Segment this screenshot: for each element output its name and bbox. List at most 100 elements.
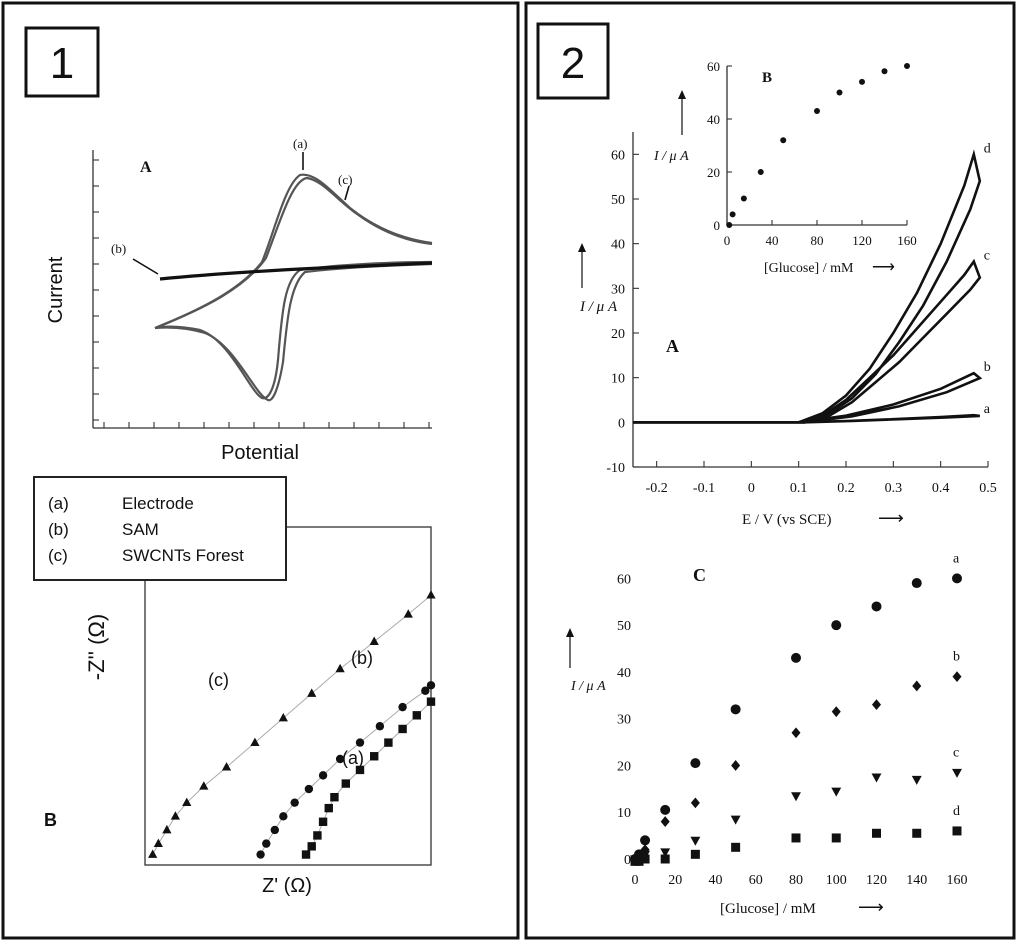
amperometry-a-y-tick-label: 40: [611, 238, 625, 253]
amperometry-b-point: [729, 211, 736, 218]
nyquist-xlabel: Z' (Ω): [262, 875, 312, 897]
cv-annot-c: (c): [338, 172, 352, 187]
amperometry-a-x-tick-label: 0.1: [790, 481, 808, 496]
amperometry-c-y-tick-label: 0: [624, 853, 631, 868]
nyquist-ylabel: -Z'' (Ω): [84, 614, 109, 680]
amperometry-c-x-tick-label: 160: [947, 873, 968, 888]
amperometry-a-x-tick-label: 0.3: [885, 481, 903, 496]
amperometry-c-point-a: [911, 578, 922, 589]
amperometry-c-point-c: [831, 787, 842, 797]
amperometry-a-curve-a: [633, 413, 980, 424]
amperometry-c-point-d: [660, 854, 670, 864]
amperometry-c-x-tick-label: 100: [826, 873, 847, 888]
amperometry-a-y-tick-label: 60: [611, 148, 625, 163]
nyquist-point-c: [355, 738, 365, 747]
legend-key-b: (b): [48, 520, 69, 539]
nyquist-point-a: [426, 697, 436, 706]
amperometry-c-point-d: [640, 854, 650, 864]
nyquist-guide-b: [152, 594, 432, 855]
amperometry-a-x-tick-label: -0.2: [646, 481, 668, 496]
amperometry-c-y-tick-label: 20: [617, 759, 631, 774]
amperometry-c-ylabel-arrowhead: [566, 628, 574, 637]
amperometry-a-series-label-a: a: [984, 402, 991, 417]
amperometry-c-series-label-c: c: [953, 745, 959, 760]
amperometry-c-point-b: [791, 727, 801, 739]
amperometry-c-point-b: [690, 797, 700, 809]
amperometry-c-y-tick-label: 30: [617, 713, 631, 728]
amperometry-b-x-tick-label: 0: [724, 233, 731, 248]
nyquist-frame: [144, 526, 432, 866]
legend-label-b: SAM: [122, 520, 159, 539]
amperometry-b-y-tick-label: 0: [714, 218, 721, 233]
nyquist-point-a: [412, 711, 421, 720]
amperometry-b-point: [881, 68, 888, 75]
amperometry-c-xlabel: [Glucose] / mM: [720, 901, 816, 917]
amperometry-a-axes: -10 0 10 20 30 40 50 60 -0.2 -0.1 0 0.1 0.2 0.3 0.4 0.5: [606, 132, 997, 496]
nyquist-points: [148, 590, 436, 859]
nyquist-chart: -Z'' (Ω) Z' (Ω) B (c) (b) (a) (a) Electr…: [33, 476, 436, 897]
amperometry-c-x-tick-label: 20: [668, 873, 682, 888]
panel-2-number-box: [536, 22, 610, 100]
nyquist-legend: [33, 476, 287, 581]
amperometry-c-point-b: [831, 706, 841, 718]
cv-xlabel: Potential: [221, 442, 299, 464]
amperometry-c-x-tick-label: 140: [906, 873, 927, 888]
nyquist-point-a: [318, 817, 328, 826]
nyquist-point-c: [270, 825, 279, 835]
nyquist-point-b: [403, 609, 413, 618]
nyquist-point-b: [170, 811, 181, 820]
amperometry-a-y-tick-label: 50: [611, 193, 625, 208]
amperometry-b-y-tick-label: 20: [707, 165, 720, 180]
amperometry-a-y-tick-label: 10: [611, 372, 625, 387]
amperometry-a-curves: a b c d: [633, 141, 991, 424]
amperometry-b-point: [859, 78, 865, 85]
amperometry-c-point-d: [634, 856, 644, 866]
amperometry-b-xlabel: [Glucose] / mM: [764, 261, 854, 276]
amperometry-c-point-d: [731, 842, 741, 852]
amperometry-b-point: [726, 222, 733, 228]
amperometry-b-y-tick-label: 40: [707, 112, 720, 127]
amperometry-c-title: C: [693, 565, 706, 585]
nyquist-point-b: [250, 737, 260, 746]
amperometry-c-point-b: [660, 816, 670, 827]
nyquist-point-c: [426, 681, 436, 690]
amperometry-b-x-tick-label: 80: [811, 233, 824, 248]
nyquist-point-c: [279, 812, 288, 821]
amperometry-b-y-tick-label: 60: [707, 59, 720, 74]
amperometry-c-point-a: [791, 652, 801, 663]
nyquist-point-b: [199, 781, 209, 790]
amperometry-c-point-c: [791, 792, 801, 802]
amperometry-c-point-a: [952, 573, 962, 584]
amperometry-b-point: [904, 63, 910, 69]
amperometry-b-title: B: [762, 70, 772, 86]
panel-1-border: [1, 1, 520, 940]
amperometry-c-point-b: [872, 699, 881, 711]
amperometry-a-curve-b: [633, 371, 983, 424]
cv-chart: A Current Potential (a) (c) (b): [45, 136, 433, 464]
amperometry-c-point-c: [911, 775, 922, 785]
cv-ticks: [93, 159, 430, 428]
amperometry-c-series-label-b: b: [953, 650, 960, 665]
nyquist-point-c: [318, 771, 328, 780]
nyquist-point-c: [256, 850, 265, 859]
panel-1-number-box: [24, 26, 100, 98]
legend-label-c: SWCNTs Forest: [122, 546, 244, 565]
nyquist-title: B: [44, 810, 57, 830]
amperometry-a-x-tick-label: 0: [748, 481, 755, 496]
amperometry-c-point-c: [660, 848, 671, 858]
cv-annot-b: (b): [111, 241, 126, 256]
cv-curve-b: [159, 261, 433, 281]
amperometry-c-x-tick-label: 80: [789, 873, 803, 888]
panel-2-number: 2: [561, 39, 585, 88]
amperometry-b-chart: 0 20 40 60 0 40 80 120 160 B I / μ A [Glucose] /…: [653, 59, 917, 276]
amperometry-a-y-tick-label: -10: [606, 461, 625, 476]
amperometry-a-y-tick-label: 30: [611, 282, 625, 297]
nyquist-point-a: [301, 850, 311, 859]
nyquist-point-c: [290, 798, 299, 807]
nyquist-point-a: [384, 738, 393, 747]
nyquist-point-b: [278, 713, 288, 722]
amperometry-a-ylabel-arrowhead: [578, 243, 586, 252]
amperometry-c-point-b: [952, 671, 962, 682]
